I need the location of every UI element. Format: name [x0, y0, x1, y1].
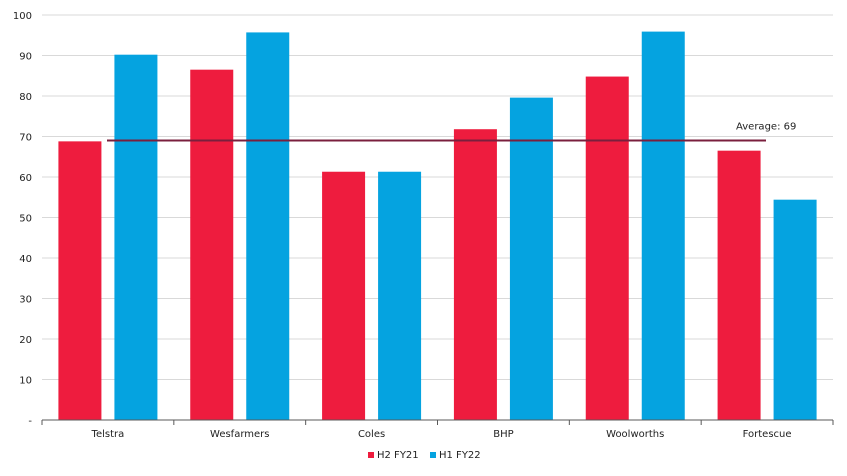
average-line-group: Average: 69: [107, 122, 796, 142]
y-tick-label: -: [28, 416, 32, 427]
y-axis-ticks: - 10 20 30 40 50 60 70 80 90 100: [13, 11, 32, 427]
bars: [58, 31, 817, 421]
x-category-label: Woolworths: [606, 429, 664, 440]
bar-h2-fy21: [58, 141, 102, 421]
bar-h1-fy22: [378, 171, 422, 420]
y-tick-label: 50: [19, 214, 32, 225]
y-tick-label: 90: [19, 52, 32, 63]
legend-swatch: [430, 452, 436, 458]
y-tick-label: 30: [19, 295, 32, 306]
y-tick-label: 80: [19, 92, 32, 103]
legend-swatch: [368, 452, 374, 458]
y-tick-label: 100: [13, 11, 32, 22]
legend-label: H2 FY21: [377, 450, 419, 461]
y-tick-label: 70: [19, 133, 32, 144]
bar-h1-fy22: [246, 32, 290, 420]
x-category-label: BHP: [493, 429, 513, 440]
x-category-label: Telstra: [91, 429, 125, 440]
y-tick-label: 40: [19, 254, 32, 265]
x-axis: Telstra Wesfarmers Coles BHP Woolworths Forte…: [41, 419, 834, 440]
legend: H2 FY21 H1 FY22: [368, 450, 481, 461]
bar-h1-fy22: [641, 31, 685, 420]
x-category-label: Wesfarmers: [210, 429, 269, 440]
x-category-label: Coles: [358, 429, 385, 440]
legend-label: H1 FY22: [439, 450, 481, 461]
bar-h1-fy22: [509, 97, 553, 421]
bar-h2-fy21: [453, 129, 497, 420]
bar-h2-fy21: [585, 76, 629, 420]
bar-h1-fy22: [773, 199, 817, 420]
bar-h2-fy21: [717, 150, 761, 421]
y-tick-label: 20: [19, 335, 32, 346]
bar-h2-fy21: [190, 69, 234, 421]
y-tick-label: 10: [19, 376, 32, 387]
x-category-label: Fortescue: [743, 429, 792, 440]
bar-h2-fy21: [322, 171, 366, 420]
average-label: Average: 69: [736, 122, 796, 133]
y-tick-label: 60: [19, 173, 32, 184]
gridlines: [42, 14, 833, 380]
bar-h1-fy22: [114, 54, 158, 420]
